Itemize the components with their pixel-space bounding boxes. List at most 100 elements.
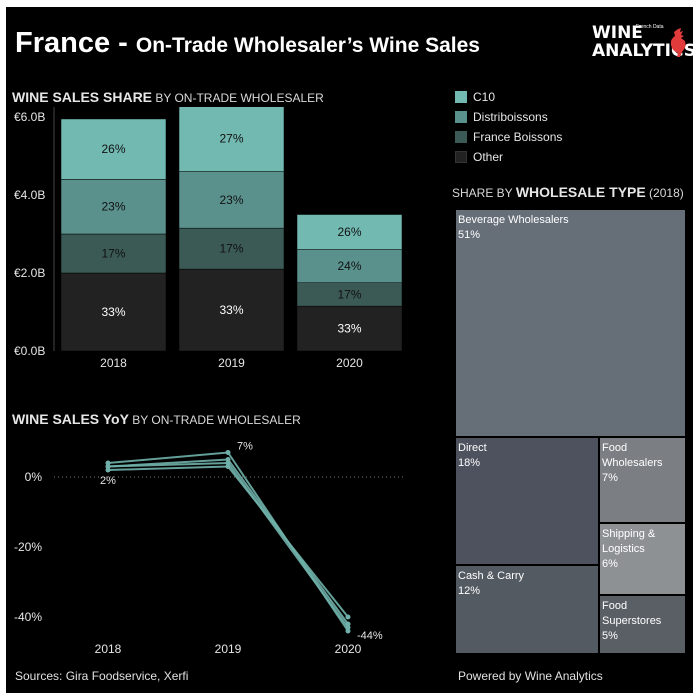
yoy-title-bold: WINE SALES YoY bbox=[12, 411, 129, 427]
tile-value: 6% bbox=[602, 558, 618, 570]
legend-label: Other bbox=[473, 150, 504, 164]
page-title: France - On-Trade Wholesaler’s Wine Sale… bbox=[15, 27, 480, 60]
data-label: 33% bbox=[101, 305, 125, 319]
series-point bbox=[105, 460, 111, 466]
tile-label: Food Wholesalers bbox=[602, 442, 663, 469]
share-chart-title: WINE SALES SHARE BY ON-TRADE WHOLESALER bbox=[12, 89, 324, 105]
tile-value: 7% bbox=[602, 472, 618, 484]
treemap-tile: Cash & Carry 12% bbox=[455, 565, 599, 654]
type-title-bold: WHOLESALE TYPE bbox=[515, 184, 646, 200]
legend-label: Distriboissons bbox=[473, 110, 548, 124]
logo-small-text: French Data bbox=[636, 24, 664, 30]
legend-item-distriboissons: Distriboissons bbox=[455, 107, 562, 127]
data-label: 23% bbox=[101, 200, 125, 214]
series-point bbox=[225, 457, 231, 462]
x-tick-label: 2020 bbox=[335, 642, 362, 656]
title-subtitle: On-Trade Wholesaler’s Wine Sales bbox=[135, 34, 480, 57]
y-tick-label: €6.0B bbox=[14, 110, 45, 124]
title-country: France bbox=[15, 27, 111, 59]
series-point bbox=[105, 467, 111, 473]
legend-swatch bbox=[455, 91, 467, 103]
treemap-tile: Direct 18% bbox=[455, 437, 599, 565]
wholesale-type-treemap: Beverage Wholesalers 51% Direct 18% Cash… bbox=[455, 209, 686, 654]
wine-analytics-logo: WINE French Data ANALYTICS bbox=[589, 23, 693, 67]
legend-swatch bbox=[455, 131, 467, 143]
legend-item-france-boissons: France Boissons bbox=[455, 127, 562, 147]
data-annotation: 2% bbox=[100, 475, 116, 487]
bar-segment bbox=[178, 107, 285, 172]
treemap-tile: Food Wholesalers 7% bbox=[599, 437, 686, 523]
legend-swatch bbox=[455, 111, 467, 123]
type-title-pre: SHARE BY bbox=[452, 186, 516, 200]
bar-segment bbox=[178, 171, 285, 229]
data-label: 27% bbox=[219, 131, 243, 145]
data-label: 17% bbox=[219, 242, 243, 256]
series-point bbox=[105, 464, 111, 469]
bar-segment bbox=[60, 179, 167, 235]
series-point bbox=[225, 450, 231, 455]
y-tick-label: €4.0B bbox=[14, 188, 45, 202]
logo-line-2: ANALYTICS bbox=[592, 41, 693, 61]
type-chart-title: SHARE BY WHOLESALE TYPE (2018) bbox=[452, 184, 684, 200]
x-tick-label: 2018 bbox=[100, 356, 127, 370]
yoy-line-chart: 0% -20% -40% 2% 7% -44% 2018 2019 2020 bbox=[14, 441, 406, 656]
dashboard-panel: France - On-Trade Wholesaler’s Wine Sale… bbox=[6, 7, 693, 693]
y-tick-label: €2.0B bbox=[14, 266, 45, 280]
treemap-tile: Beverage Wholesalers 51% bbox=[455, 209, 686, 437]
footer-powered-by: Powered by Wine Analytics bbox=[458, 669, 603, 683]
tile-label: Beverage Wholesalers bbox=[458, 214, 569, 226]
tile-label: Cash & Carry bbox=[458, 570, 525, 582]
tile-value: 51% bbox=[458, 229, 481, 241]
data-annotation: -44% bbox=[357, 630, 383, 642]
tile-label: Direct bbox=[458, 442, 487, 454]
legend-item-other: Other bbox=[455, 147, 562, 167]
series-point bbox=[345, 625, 351, 630]
tile-value: 12% bbox=[458, 585, 481, 597]
tile-value: 5% bbox=[602, 630, 618, 642]
series-point bbox=[345, 628, 351, 634]
data-label: 26% bbox=[337, 225, 361, 239]
legend: C10 Distriboissons France Boissons Other bbox=[455, 87, 562, 167]
yoy-chart-title: WINE SALES YoY BY ON-TRADE WHOLESALER bbox=[12, 411, 301, 427]
legend-label: France Boissons bbox=[473, 130, 563, 144]
y-tick-label: €0.0B bbox=[14, 344, 45, 358]
bar-segment bbox=[60, 272, 167, 352]
share-title-bold: WINE SALES SHARE bbox=[12, 89, 153, 105]
bar-segment bbox=[296, 305, 403, 352]
series-point bbox=[345, 614, 351, 620]
bar-segment bbox=[178, 268, 285, 352]
data-annotation: 7% bbox=[237, 441, 253, 453]
footer-sources: Sources: Gira Foodservice, Xerfi bbox=[15, 669, 189, 683]
bar-segment bbox=[296, 214, 403, 250]
type-title-post: (2018) bbox=[645, 186, 684, 200]
yoy-title-rest: BY ON-TRADE WHOLESALER bbox=[128, 413, 301, 427]
rooster-icon bbox=[670, 28, 686, 57]
logo-line-1: WINE bbox=[592, 23, 643, 43]
data-label: 23% bbox=[219, 193, 243, 207]
treemap-tile: Food Superstores 5% bbox=[599, 595, 686, 654]
treemap-tile: Shipping & Logistics 6% bbox=[599, 523, 686, 595]
legend-label: C10 bbox=[473, 90, 496, 104]
legend-item-c10: C10 bbox=[455, 87, 562, 107]
tile-label: Shipping & Logistics bbox=[602, 528, 656, 555]
data-label: 24% bbox=[337, 259, 361, 273]
series-point bbox=[225, 464, 231, 469]
share-title-rest: BY ON-TRADE WHOLESALER bbox=[152, 91, 324, 105]
y-tick-label: -40% bbox=[14, 610, 42, 624]
series-line bbox=[107, 461, 349, 629]
y-tick-label: -20% bbox=[14, 540, 42, 554]
legend-swatch bbox=[455, 151, 467, 163]
series-line bbox=[107, 465, 349, 618]
x-tick-label: 2020 bbox=[336, 356, 363, 370]
bar-segment bbox=[296, 249, 403, 284]
data-label: 17% bbox=[101, 247, 125, 261]
tile-value: 18% bbox=[458, 457, 481, 469]
series-point bbox=[225, 460, 231, 466]
tile-label: Food Superstores bbox=[602, 600, 662, 627]
data-label: 17% bbox=[337, 287, 361, 301]
title-separator: - bbox=[110, 27, 136, 59]
series-line bbox=[107, 458, 349, 625]
share-stacked-bar-chart: €0.0B €2.0B €4.0B €6.0B 33% 17% 23% 26% 2018 33% 1… bbox=[14, 107, 403, 370]
series-line bbox=[107, 451, 349, 632]
x-tick-label: 2019 bbox=[218, 356, 245, 370]
